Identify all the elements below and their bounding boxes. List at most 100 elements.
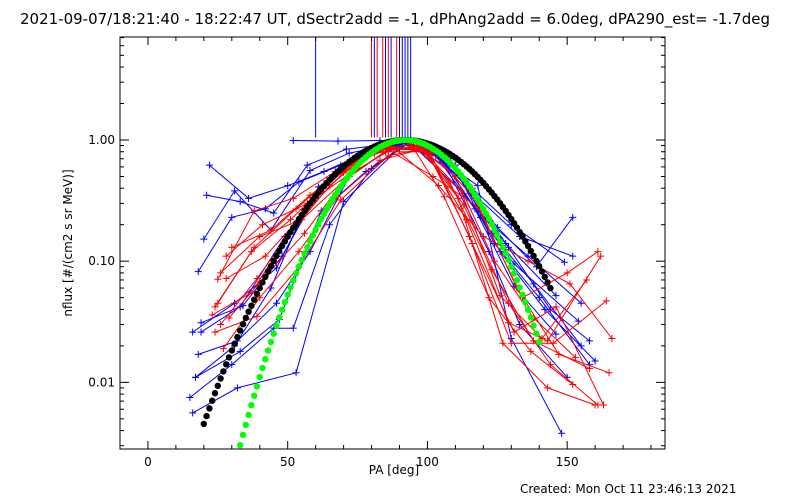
- black-model-point: [273, 252, 280, 260]
- red-series-line: [220, 149, 599, 299]
- red-data-point: [468, 239, 476, 247]
- green-model-point: [276, 314, 283, 321]
- blue-data-point: [552, 330, 560, 338]
- blue-series-line: [189, 141, 590, 398]
- red-data-point: [267, 226, 275, 234]
- blue-data-point: [194, 268, 202, 276]
- red-data-point: [600, 401, 608, 409]
- blue-data-point: [267, 284, 275, 292]
- red-data-point: [566, 280, 574, 288]
- blue-data-point: [189, 409, 197, 417]
- green-model-point: [251, 392, 258, 399]
- red-data-point: [451, 172, 459, 180]
- blue-data-point: [228, 213, 236, 221]
- red-series-line: [214, 147, 610, 374]
- red-data-point: [222, 252, 230, 260]
- blue-data-point: [270, 209, 278, 217]
- red-data-point: [250, 207, 258, 215]
- sector-markers-layer: [315, 37, 412, 138]
- red-data-point: [460, 201, 468, 209]
- y-tick-label: 0.10: [88, 254, 115, 268]
- blue-data-point: [320, 167, 328, 175]
- x-axis-label: PA [deg]: [369, 463, 419, 477]
- black-model-point: [256, 284, 263, 292]
- red-data-point: [544, 384, 552, 392]
- red-data-point: [440, 193, 448, 201]
- red-data-point: [569, 381, 577, 389]
- green-model-point: [508, 263, 515, 270]
- red-series-line: [222, 148, 596, 406]
- black-model-point: [200, 420, 207, 428]
- green-model-point: [290, 277, 297, 284]
- red-data-point: [457, 187, 465, 195]
- green-model-point: [496, 238, 504, 245]
- black-model-point: [278, 242, 286, 250]
- blue-data-point: [191, 373, 199, 381]
- blue-data-point: [231, 187, 239, 195]
- red-data-point: [259, 221, 267, 229]
- green-model-point: [281, 298, 289, 306]
- green-model-point: [480, 205, 487, 212]
- red-series-line: [217, 148, 602, 342]
- red-data-point: [337, 196, 345, 204]
- blue-data-point: [342, 145, 350, 153]
- black-model-point: [251, 296, 258, 303]
- green-model-point: [298, 256, 305, 264]
- blue-data-point: [535, 294, 543, 302]
- green-model-point: [510, 270, 518, 277]
- green-model-point: [262, 356, 269, 363]
- red-data-point: [211, 303, 219, 311]
- blue-series-line: [203, 143, 573, 257]
- blue-data-point: [334, 137, 342, 145]
- black-model-point: [527, 247, 534, 255]
- green-model-point: [264, 347, 272, 354]
- black-model-point: [228, 347, 235, 354]
- green-model-point: [502, 250, 509, 257]
- red-data-point: [435, 182, 443, 190]
- green-model-point: [505, 256, 512, 264]
- blue-data-point: [273, 299, 281, 307]
- green-model-point: [491, 226, 498, 233]
- red-data-point: [602, 297, 610, 305]
- green-model-point: [494, 232, 501, 239]
- green-model-point: [295, 263, 303, 270]
- green-model-point: [239, 431, 247, 439]
- red-data-point: [289, 194, 297, 202]
- blue-data-point: [245, 194, 253, 202]
- black-model-point: [206, 405, 213, 412]
- x-tick-label: 150: [556, 455, 579, 469]
- created-timestamp: Created: Mon Oct 11 23:46:13 2021: [520, 482, 736, 496]
- red-data-point: [586, 365, 594, 373]
- red-data-point: [219, 345, 227, 353]
- red-data-point: [572, 354, 580, 362]
- green-model-point: [536, 338, 543, 346]
- blue-data-point: [560, 258, 568, 266]
- red-data-point: [499, 339, 507, 347]
- red-data-point: [384, 152, 392, 160]
- red-data-point: [250, 243, 258, 251]
- red-data-point: [479, 232, 487, 240]
- black-model-point: [533, 257, 540, 265]
- y-tick-label: 1.00: [88, 133, 115, 147]
- plot-frame: [119, 36, 666, 450]
- axis-ticks-layer: 0 50 100 150 0.01 0.10 1.00: [88, 37, 665, 469]
- black-model-point: [264, 268, 272, 275]
- green-model-point: [513, 277, 521, 284]
- red-data-point: [605, 369, 613, 377]
- red-data-point: [608, 335, 616, 343]
- red-data-point: [253, 312, 261, 320]
- blue-data-point: [362, 167, 370, 175]
- blue-data-point: [236, 198, 244, 206]
- blue-data-point: [233, 384, 241, 392]
- blue-data-point: [577, 342, 585, 350]
- red-data-point: [552, 303, 560, 311]
- green-model-point: [278, 306, 286, 313]
- red-data-point: [376, 156, 384, 164]
- green-model-point: [485, 215, 493, 223]
- black-model-point: [237, 327, 244, 334]
- red-data-point: [217, 269, 225, 277]
- blue-data-point: [289, 137, 297, 145]
- chart-title: 2021-09-07/18:21:40 - 18:22:47 UT, dSect…: [20, 10, 770, 29]
- black-model-point: [253, 290, 261, 297]
